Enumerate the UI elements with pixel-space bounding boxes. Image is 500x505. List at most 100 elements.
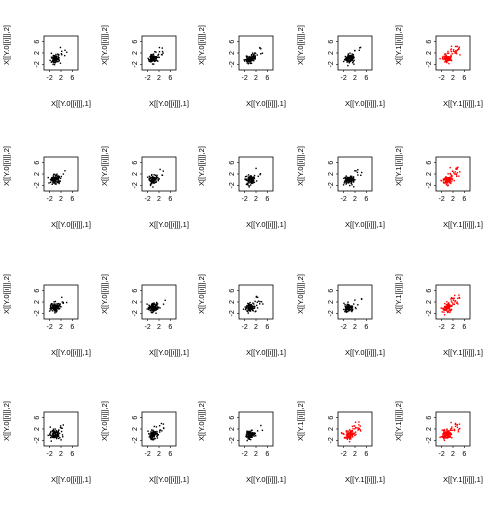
- y-tick-label: -2: [132, 182, 139, 188]
- scatter-point: [52, 432, 54, 435]
- scatter-point: [347, 301, 349, 303]
- scatter-point: [55, 58, 57, 60]
- scatter-point: [350, 308, 352, 311]
- scatter-point: [444, 433, 447, 435]
- scatter-point: [354, 170, 356, 172]
- scatter-point: [47, 434, 49, 437]
- x-tick-label: 2: [157, 324, 161, 331]
- x-tick-label: -2: [47, 451, 53, 458]
- scatter-point: [455, 302, 458, 304]
- scatter-point: [50, 309, 52, 311]
- scatter-point: [345, 310, 348, 313]
- scatter-point: [150, 431, 152, 433]
- scatter-point: [443, 179, 445, 181]
- scatter-point: [148, 58, 150, 61]
- scatter-point: [346, 180, 348, 182]
- scatter-point: [244, 178, 246, 180]
- scatter-point: [154, 176, 156, 179]
- scatter-point: [52, 435, 55, 437]
- scatter-point: [151, 436, 153, 439]
- scatter-point: [446, 178, 448, 180]
- scatter-point: [248, 185, 250, 187]
- scatter-point: [448, 304, 450, 306]
- x-axis-title: X[[Y.0[[i]]],1]: [51, 99, 91, 108]
- scatter-point: [345, 57, 348, 60]
- scatter-point: [55, 60, 57, 62]
- scatter-point: [455, 52, 458, 55]
- scatter-point: [451, 180, 453, 182]
- scatter-point: [349, 54, 351, 57]
- y-tick-label: 2: [229, 51, 236, 55]
- scatter-point: [252, 434, 255, 436]
- scatter-point: [53, 430, 55, 432]
- scatter-point: [254, 58, 256, 60]
- x-tick-label: 6: [265, 324, 269, 331]
- scatter-point: [351, 58, 354, 60]
- scatter-point: [441, 435, 444, 437]
- scatter-point: [349, 305, 351, 307]
- scatter-point: [57, 432, 59, 434]
- panel-frame: [435, 284, 471, 320]
- scatter-point: [150, 55, 152, 57]
- scatter-point: [155, 56, 157, 59]
- scatter-point: [152, 182, 155, 184]
- scatter-point: [248, 435, 251, 438]
- scatter-point: [249, 61, 252, 63]
- x-tick-label: 2: [157, 196, 161, 203]
- panel-frame: [43, 156, 79, 192]
- x-tick-label: -2: [145, 324, 151, 331]
- scatter-point: [354, 421, 357, 424]
- scatter-point: [245, 59, 247, 61]
- scatter-point: [347, 181, 350, 183]
- scatter-point: [349, 179, 352, 182]
- scatter-point: [245, 433, 248, 436]
- scatter-point: [159, 307, 161, 309]
- scatter-point: [154, 433, 156, 436]
- scatter-point: [447, 431, 449, 433]
- scatter-point: [450, 49, 452, 51]
- scatter-point: [150, 305, 153, 307]
- scatter-point: [254, 52, 256, 54]
- scatter-point: [152, 56, 154, 59]
- scatter-point: [156, 435, 158, 438]
- scatter-point: [158, 431, 161, 433]
- scatter-point: [439, 436, 441, 439]
- scatter-point: [250, 57, 253, 60]
- scatter-point: [50, 440, 52, 442]
- scatter-point: [58, 176, 60, 179]
- y-tick-label: 2: [229, 172, 236, 176]
- y-axis-title: X[[Y.0[[i]]],2]: [197, 146, 206, 186]
- y-axis-title: X[[Y.1[[i]]],2]: [394, 401, 403, 441]
- x-tick-label: 6: [168, 196, 172, 203]
- scatter-point: [448, 176, 451, 179]
- y-tick-label: 2: [229, 300, 236, 304]
- scatter-point: [445, 176, 447, 178]
- scatter-point: [152, 429, 154, 432]
- scatter-point: [443, 58, 445, 61]
- scatter-point: [246, 55, 248, 58]
- scatter-point: [350, 305, 352, 307]
- y-tick-label: 6: [132, 289, 139, 293]
- scatter-point: [55, 307, 57, 310]
- scatter-point: [149, 436, 152, 439]
- scatter-point: [449, 59, 451, 61]
- scatter-point: [48, 310, 51, 312]
- scatter-point: [253, 307, 256, 309]
- scatter-point: [154, 181, 157, 183]
- scatter-point: [52, 58, 54, 60]
- scatter-point: [59, 426, 62, 429]
- scatter-point: [450, 54, 452, 56]
- scatter-point: [51, 304, 54, 307]
- scatter-point: [353, 179, 355, 181]
- scatter-point: [157, 53, 160, 56]
- scatter-point: [155, 179, 157, 181]
- scatter-point: [352, 432, 354, 435]
- scatter-point: [56, 435, 59, 438]
- scatter-point: [343, 180, 346, 182]
- scatter-point: [447, 178, 449, 180]
- scatter-point: [258, 303, 261, 305]
- x-axis-title: X[[Y.0[[i]]],1]: [246, 99, 286, 108]
- x-tick-label: 6: [168, 451, 172, 458]
